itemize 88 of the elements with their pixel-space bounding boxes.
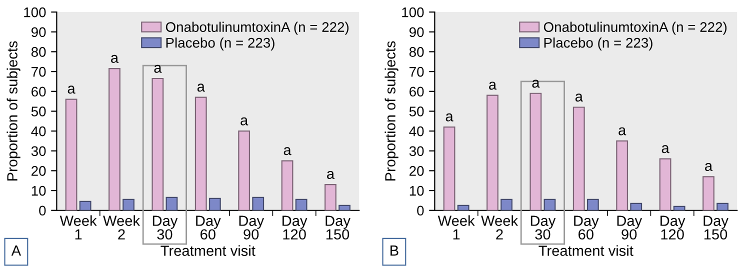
x-tick-label: Day 120 [660,216,686,240]
x-tick-label: Week 1 [60,215,97,240]
x-tick-label: Week 1 [438,215,475,240]
y-tick-label: 0 [39,206,46,216]
annotation: a [446,113,454,122]
y-tick-label: 10 [410,186,424,196]
y-tick-label: 100 [402,7,424,18]
annotation: a [489,82,497,90]
bar [238,130,250,210]
y-tick-label: 50 [31,106,46,116]
legend-label: Placebo (n = 223) [544,38,652,50]
annotation: a [575,94,583,102]
bar [457,204,470,210]
bar [295,198,308,210]
annotation: a [154,64,162,73]
bar [586,198,599,210]
bar [108,68,120,210]
text: B [390,246,398,256]
bar [338,204,350,210]
legend-label: OnabotulinumtoxinA (n = 222) [166,22,349,35]
x-tick-label: Week 2 [103,215,140,240]
annotation: a [240,117,248,126]
annotation: a [111,54,119,63]
bar [572,106,585,210]
bar [500,198,512,210]
y-tick-label: 60 [32,86,46,97]
bar [702,176,714,210]
y-tick-label: 30 [409,146,424,156]
y-tick-label: 50 [409,106,424,116]
bar [659,158,672,210]
annotation: a [197,84,205,92]
annotation: a [662,145,670,154]
y-tick-label: 90 [409,27,424,38]
bar [281,160,294,210]
y-tick-label: 30 [31,146,46,156]
x-tick-label: Day 90 [239,216,264,240]
legend-label: OnabotulinumtoxinA (n = 222) [544,22,727,35]
x-tick-label: Day 30 [530,216,556,240]
y-tick-label: 40 [31,126,46,136]
x-tick-label: Day 60 [574,216,599,240]
annotation: a [68,86,76,94]
bar [166,196,178,210]
bar [716,202,728,210]
bar [673,206,686,210]
bar [65,98,78,210]
x-tick-label: Day 90 [617,216,642,240]
annotation: a [618,127,626,136]
annotation: a [327,170,335,179]
bar [79,200,92,210]
bar [194,96,207,210]
y-axis-title: Proportion of subjects [384,41,398,181]
y-tick-label: 80 [409,47,424,57]
bar [530,92,542,210]
bar [616,140,628,210]
bar [324,184,336,210]
annotation: a [705,163,713,172]
x-axis-title: Treatment visit [538,245,634,256]
y-tick-label: 0 [417,206,424,216]
bar [544,198,556,210]
x-axis-title: Treatment visit [160,245,256,256]
bar [208,198,221,210]
y-tick-label: 60 [410,86,424,97]
x-tick-label: Day 30 [152,216,178,240]
bar [630,202,642,210]
legend-label: Placebo (n = 223) [166,38,274,50]
bar [443,126,456,210]
y-tick-label: 70 [410,66,424,77]
y-tick-label: 20 [32,166,46,176]
y-tick-label: 80 [31,47,46,57]
y-tick-label: 40 [409,126,424,136]
x-tick-label: Day 150 [704,216,728,240]
annotation: a [284,147,292,156]
y-tick-label: 10 [32,186,46,196]
bar [152,78,164,210]
x-tick-label: Week 2 [481,215,518,240]
y-tick-label: 20 [410,166,424,176]
bar [122,198,134,210]
y-axis-title: Proportion of subjects [6,41,20,181]
bar [486,94,498,210]
y-tick-label: 100 [24,7,46,18]
bar [252,196,264,210]
x-tick-label: Day 150 [326,216,350,240]
x-tick-label: Day 60 [196,216,221,240]
y-tick-label: 70 [32,66,46,77]
x-tick-label: Day 120 [282,216,308,240]
y-tick-label: 90 [31,27,46,38]
text: A [11,246,22,256]
annotation: a [532,80,540,88]
